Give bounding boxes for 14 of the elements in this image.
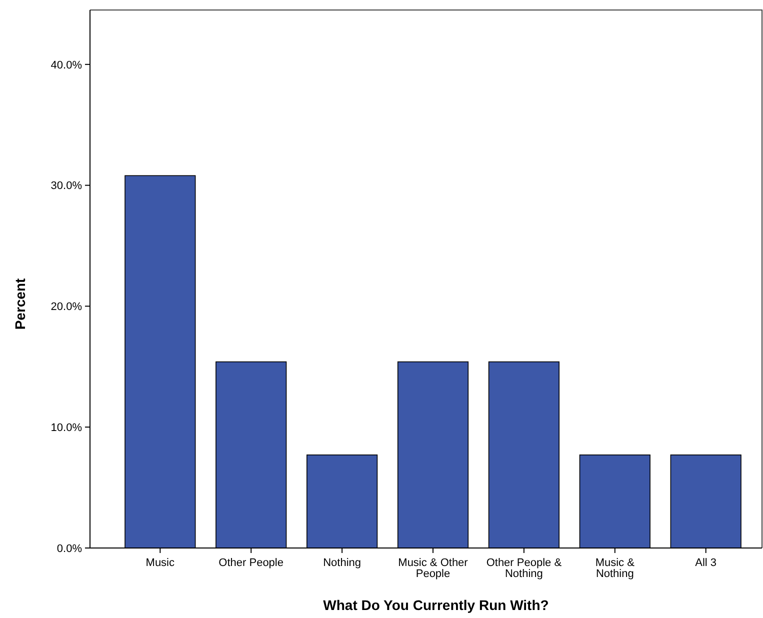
x-tick-label: Other People xyxy=(218,557,284,569)
y-tick-label: 20.0% xyxy=(50,301,82,314)
x-tick-label: Nothing xyxy=(323,557,362,569)
x-tick-label: Music & Nothing xyxy=(595,557,636,580)
y-tick-label: 10.0% xyxy=(50,422,82,434)
x-tick-label: Other People & Nothing xyxy=(486,557,562,580)
y-axis-title: Percent xyxy=(12,278,28,330)
x-axis-title: What Do You Currently Run With? xyxy=(323,597,549,613)
x-tick-label: All 3 xyxy=(695,557,717,569)
x-tick-label: Music & Other People xyxy=(398,557,468,580)
y-tick-label: 0.0% xyxy=(56,542,82,555)
x-tick-label: Music xyxy=(146,557,176,569)
y-tick-label: 30.0% xyxy=(50,180,82,192)
y-tick-label: 40.0% xyxy=(50,59,82,72)
